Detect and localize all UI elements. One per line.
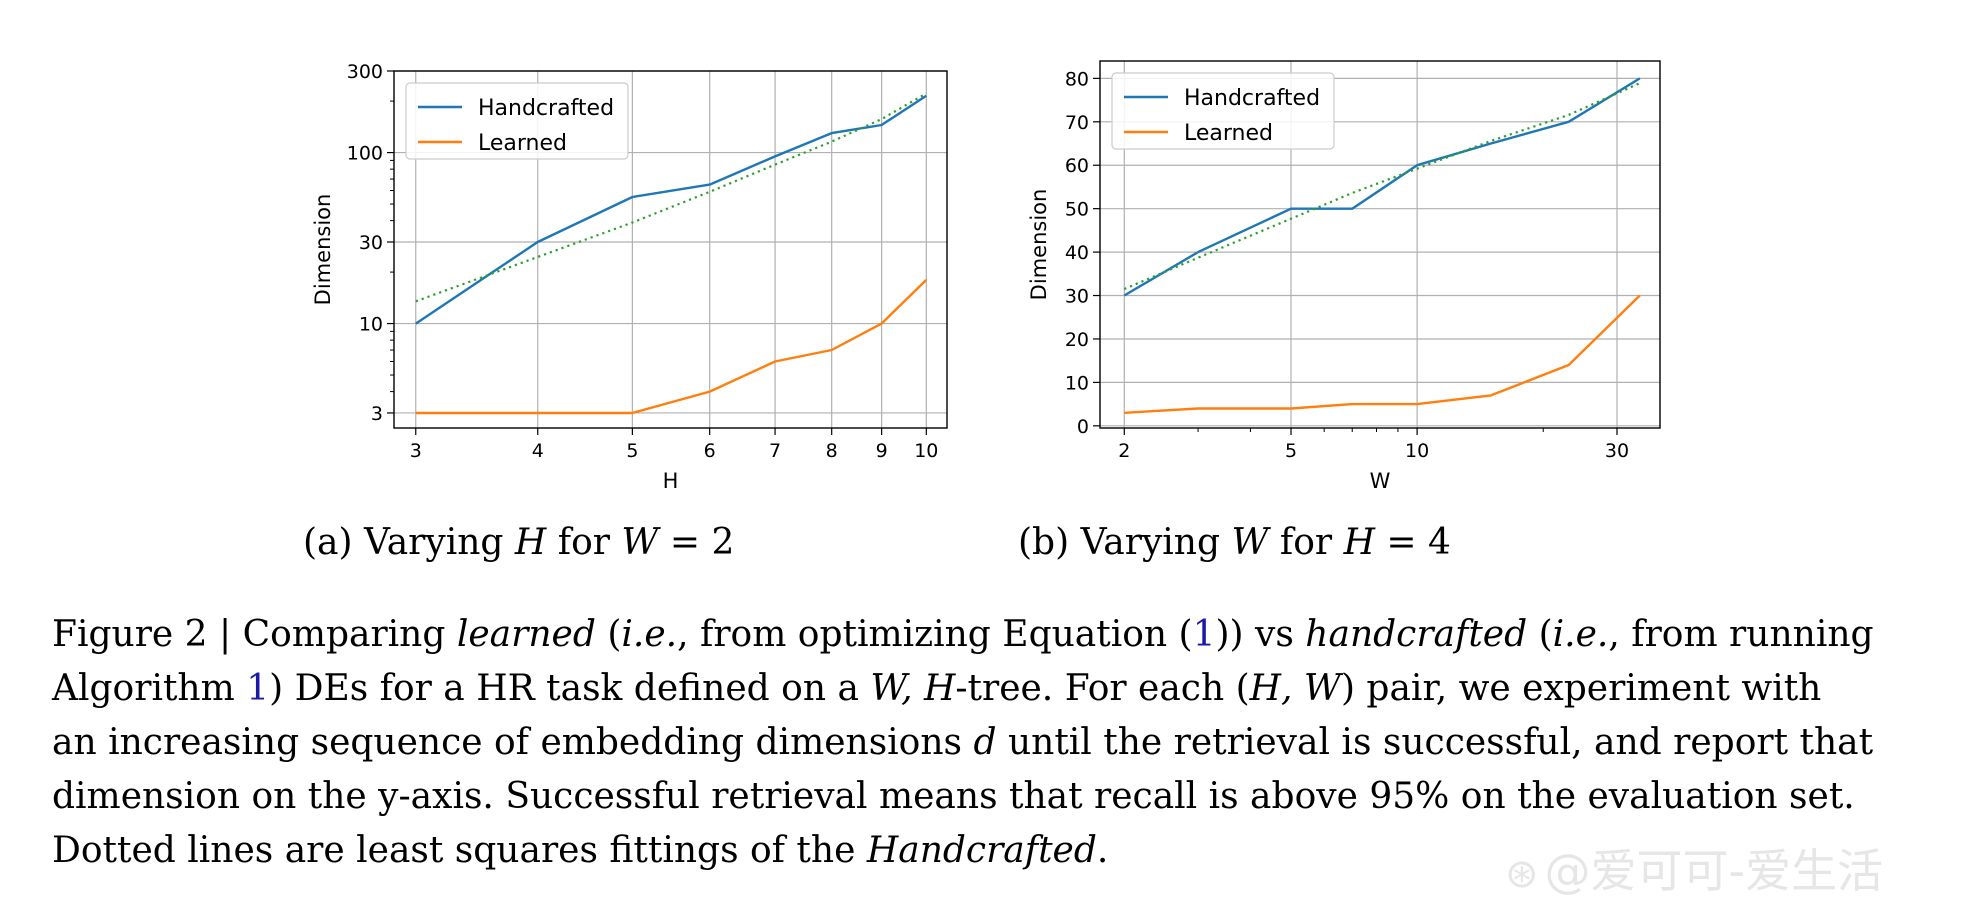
x-tick-label: 5: [1285, 440, 1297, 462]
y-tick-label: 10: [359, 314, 383, 336]
x-tick-label: 9: [876, 440, 888, 462]
x-tick-label: 5: [626, 440, 638, 462]
y-tick-label: 30: [1065, 286, 1089, 308]
y-tick-label: 10: [1065, 372, 1089, 394]
series-line-fit: [415, 92, 927, 303]
series-line-learned: [415, 279, 928, 415]
y-tick-label: 80: [1065, 68, 1089, 90]
caption-line-5: Dotted lines are least squares fittings …: [52, 830, 1109, 871]
legend-box: [1111, 72, 1335, 150]
x-axis-label: H: [663, 469, 679, 493]
legend-label-learned: Learned: [1184, 121, 1273, 146]
algorithm-reference-link[interactable]: 1: [246, 668, 270, 709]
y-tick-label: 30: [359, 232, 383, 254]
series-line-handcrafted: [1123, 77, 1641, 297]
y-tick-label: 20: [1065, 329, 1089, 351]
series-line-learned: [1124, 294, 1641, 414]
y-tick-label: 70: [1065, 112, 1089, 134]
y-tick-label: 50: [1065, 199, 1089, 221]
x-tick-label: 30: [1605, 440, 1629, 462]
x-axis-label: W: [1370, 469, 1391, 493]
y-tick-label: 40: [1065, 242, 1089, 264]
figure-caption: Figure 2 | Comparing learned (i.e., from…: [52, 608, 1930, 878]
x-tick-label: 3: [410, 440, 422, 462]
legend-label-learned: Learned: [478, 131, 567, 156]
y-tick-label: 100: [347, 143, 383, 165]
subcaption-a: (a) Varying H for W = 2: [303, 522, 735, 563]
weibo-logo-icon: ⊛: [1505, 851, 1539, 897]
x-tick-label: 7: [769, 440, 781, 462]
legend-label-handcrafted: Handcrafted: [1184, 86, 1320, 111]
y-tick-label: 0: [1077, 416, 1089, 438]
series-line-handcrafted: [415, 94, 927, 325]
y-axis-label: Dimension: [1027, 189, 1051, 301]
watermark: ⊛ @爱可可-爱生活: [1505, 835, 1883, 901]
caption-line-3: an increasing sequence of embedding dime…: [52, 722, 1874, 763]
y-tick-label: 300: [347, 61, 383, 83]
y-axis-label: Dimension: [311, 194, 335, 306]
plot-frame: [1099, 60, 1661, 429]
watermark-text: @爱可可-爱生活: [1544, 844, 1884, 898]
x-tick-label: 8: [826, 440, 838, 462]
legend-box: [405, 82, 629, 160]
caption-line-4: dimension on the y-axis. Successful retr…: [52, 776, 1855, 817]
caption-line-1: Figure 2 | Comparing learned (i.e., from…: [52, 614, 1874, 655]
legend-label-handcrafted: Handcrafted: [478, 96, 614, 121]
caption-line-2: Algorithm 1) DEs for a HR task defined o…: [52, 668, 1822, 709]
y-tick-label: 3: [371, 403, 383, 425]
plot-frame: [393, 70, 948, 429]
x-tick-label: 4: [532, 440, 544, 462]
chart-varying-w: 2 5 10 30 0 10 20 30 40 50 60 70 80 W Dimension Handcra…: [1027, 60, 1661, 493]
subcaption-b: (b) Varying W for H = 4: [1018, 522, 1451, 563]
y-tick-label: 60: [1065, 155, 1089, 177]
equation-reference-link[interactable]: 1: [1192, 614, 1216, 655]
chart-varying-h: 3 4 5 6 7 8 9 10 3 10 30 100 300 H Dimension Handcrafte…: [311, 61, 948, 493]
x-tick-label: 2: [1118, 440, 1130, 462]
x-tick-label: 10: [1405, 440, 1429, 462]
x-tick-label: 6: [704, 440, 716, 462]
x-tick-label: 10: [914, 440, 938, 462]
